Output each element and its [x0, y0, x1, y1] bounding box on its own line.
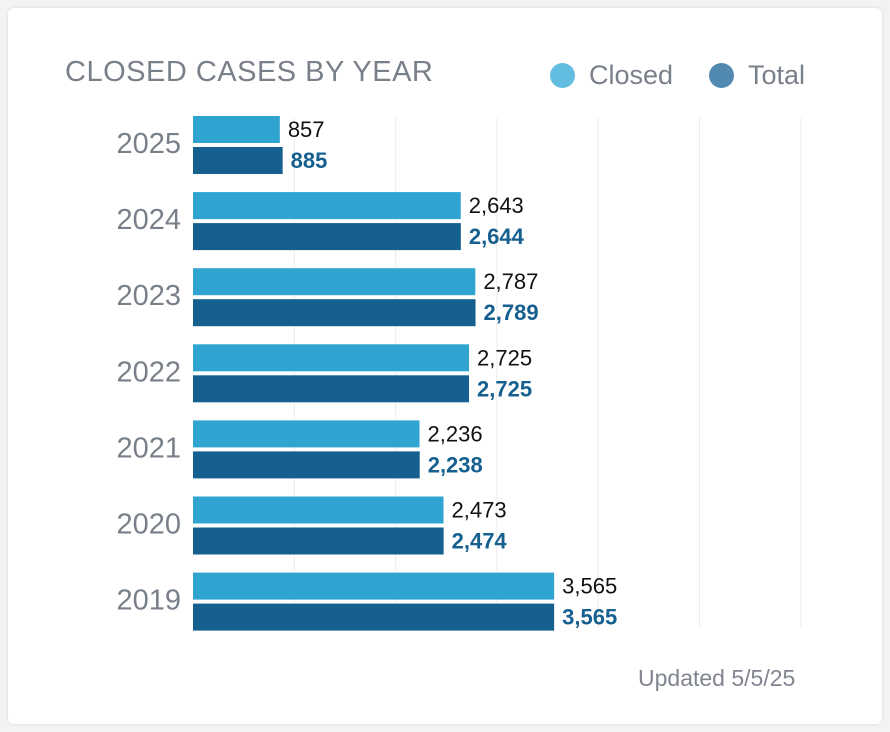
bar-closed	[193, 344, 470, 372]
data-label-closed: 3,565	[562, 574, 617, 599]
category-label: 2024	[116, 204, 181, 236]
category-label: 2025	[116, 128, 181, 160]
bar-closed	[193, 116, 280, 143]
bar-total	[193, 527, 444, 555]
data-label-total: 2,238	[428, 452, 483, 477]
data-label-total: 2,644	[469, 224, 525, 249]
data-label-closed: 857	[288, 117, 325, 142]
category-label: 2019	[116, 585, 181, 617]
data-label-closed: 2,643	[469, 193, 524, 218]
legend-label-closed: Closed	[589, 60, 674, 90]
data-label-total: 3,565	[562, 605, 617, 630]
data-label-closed: 2,787	[483, 269, 538, 294]
bar-total	[193, 451, 420, 479]
data-label-closed: 2,473	[452, 498, 507, 523]
bar-closed	[193, 192, 461, 220]
data-label-closed: 2,725	[477, 345, 532, 370]
updated-date: Updated 5/5/25	[638, 665, 796, 691]
bar-total	[193, 603, 555, 631]
bar-total	[193, 223, 461, 251]
data-label-total: 2,474	[452, 529, 508, 554]
legend-swatch-closed	[550, 63, 575, 88]
bar-total	[193, 299, 476, 327]
bar-closed	[193, 268, 476, 296]
legend-label-total: Total	[748, 60, 806, 90]
data-label-closed: 2,236	[428, 421, 483, 446]
chart-title: CLOSED CASES BY YEAR	[65, 56, 434, 88]
legend-item-total: Total	[709, 60, 805, 91]
bar-closed	[193, 420, 420, 448]
category-label: 2021	[116, 432, 181, 464]
bar-closed	[193, 496, 444, 524]
category-label: 2023	[116, 280, 181, 312]
bar-total	[193, 375, 470, 403]
data-label-total: 2,789	[484, 300, 539, 325]
bar-closed	[193, 572, 555, 600]
category-label: 2020	[116, 509, 181, 541]
bar-total	[193, 147, 283, 174]
data-label-total: 885	[291, 148, 328, 173]
legend-item-closed: Closed	[550, 60, 673, 91]
legend-swatch-total	[709, 63, 734, 88]
category-label: 2022	[116, 356, 181, 388]
data-label-total: 2,725	[477, 376, 532, 401]
